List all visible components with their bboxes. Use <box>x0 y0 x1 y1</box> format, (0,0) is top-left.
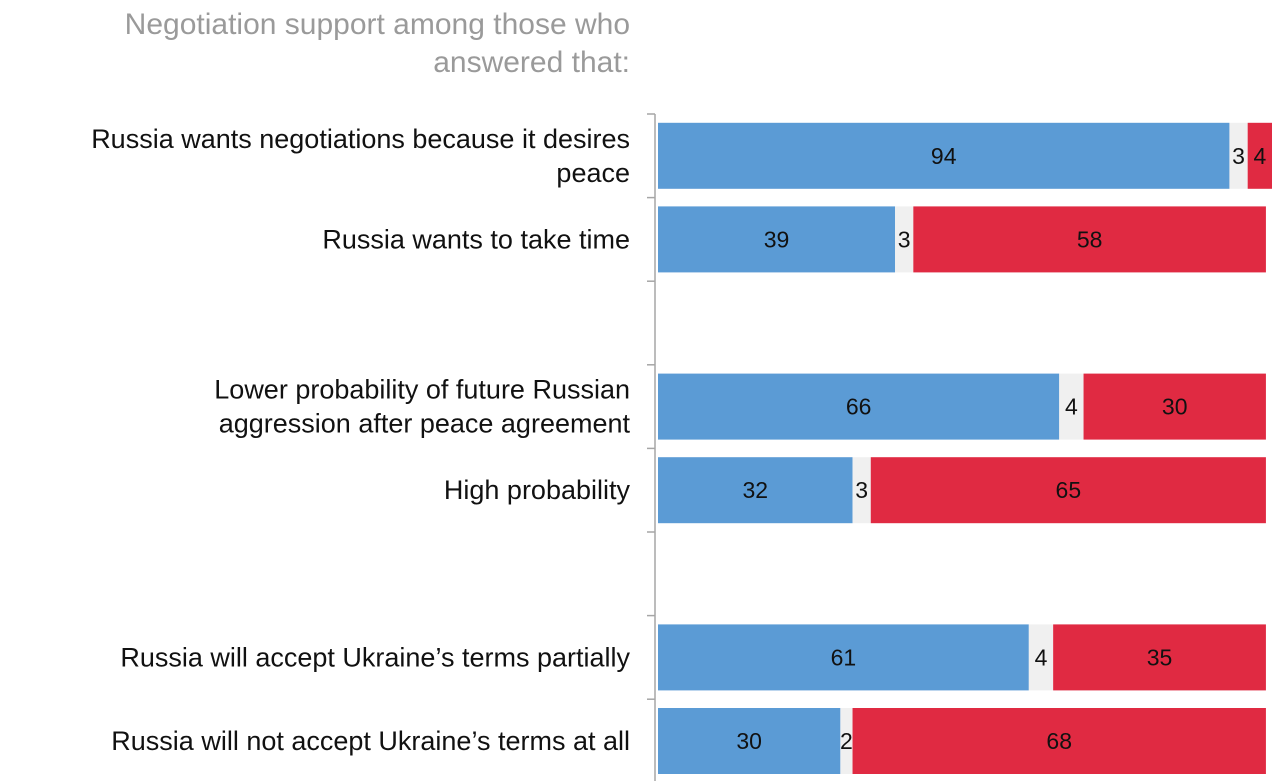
data-label: 3 <box>855 477 868 503</box>
category-label-line: aggression after peace agreement <box>219 409 631 439</box>
category-label-line: High probability <box>444 475 631 505</box>
bar-segment-2 <box>895 206 914 273</box>
category-label-line: Russia will not accept Ukraine’s terms a… <box>111 726 630 756</box>
data-label: 30 <box>1162 394 1188 420</box>
bar-segment-2 <box>1229 122 1248 189</box>
bar-segment-1 <box>658 373 1060 440</box>
category-axis <box>647 113 656 781</box>
data-label: 39 <box>764 226 790 252</box>
bar-segment-1 <box>658 206 896 273</box>
category-labels: Russia wants negotiations because it des… <box>91 124 630 756</box>
bar-segment-3 <box>1053 624 1266 691</box>
data-label: 35 <box>1147 644 1173 670</box>
bar-segment-3 <box>852 708 1266 774</box>
bar-segment-1 <box>658 624 1029 691</box>
data-label: 30 <box>736 728 762 754</box>
category-label: Russia will accept Ukraine’s terms parti… <box>120 642 630 672</box>
bar-series <box>658 122 1272 774</box>
bar-segment-1 <box>658 708 841 774</box>
bar-segment-2 <box>1028 624 1054 691</box>
category-label-line: Russia wants negotiations because it des… <box>91 124 630 154</box>
bar-segment-2 <box>1059 373 1084 440</box>
category-label: High probability <box>444 475 631 505</box>
bar-segment-1 <box>658 457 853 524</box>
data-label: 68 <box>1046 728 1072 754</box>
category-label: Russia will not accept Ukraine’s terms a… <box>111 726 630 756</box>
category-label-line: peace <box>556 158 630 188</box>
bar-segment-3 <box>913 206 1266 273</box>
data-label: 32 <box>742 477 768 503</box>
category-label-line: Russia wants to take time <box>322 224 630 254</box>
data-label: 4 <box>1253 143 1266 169</box>
data-label: 4 <box>1035 644 1048 670</box>
category-label-line: Russia will accept Ukraine’s terms parti… <box>120 642 630 672</box>
category-label-line: Lower probability of future Russian <box>214 375 630 405</box>
data-label: 66 <box>846 394 872 420</box>
data-label: 3 <box>1232 143 1245 169</box>
data-label: 61 <box>831 644 857 670</box>
bar-segment-3 <box>1083 373 1266 440</box>
data-label: 2 <box>840 728 853 754</box>
category-label: Lower probability of future Russian aggre… <box>214 375 630 439</box>
data-label: 58 <box>1077 226 1103 252</box>
bar-segment-3 <box>870 457 1266 524</box>
chart-title: Negotiation support among those who answ… <box>124 8 630 79</box>
bar-segment-2 <box>840 708 853 774</box>
bar-segment-3 <box>1247 122 1272 189</box>
bar-segment-1 <box>658 122 1230 189</box>
data-label: 65 <box>1056 477 1082 503</box>
data-label: 4 <box>1065 394 1078 420</box>
data-label: 3 <box>898 226 911 252</box>
data-label: 94 <box>931 143 957 169</box>
category-label: Russia wants negotiations because it des… <box>91 124 630 188</box>
bar-segment-2 <box>852 457 871 524</box>
category-label: Russia wants to take time <box>322 224 630 254</box>
